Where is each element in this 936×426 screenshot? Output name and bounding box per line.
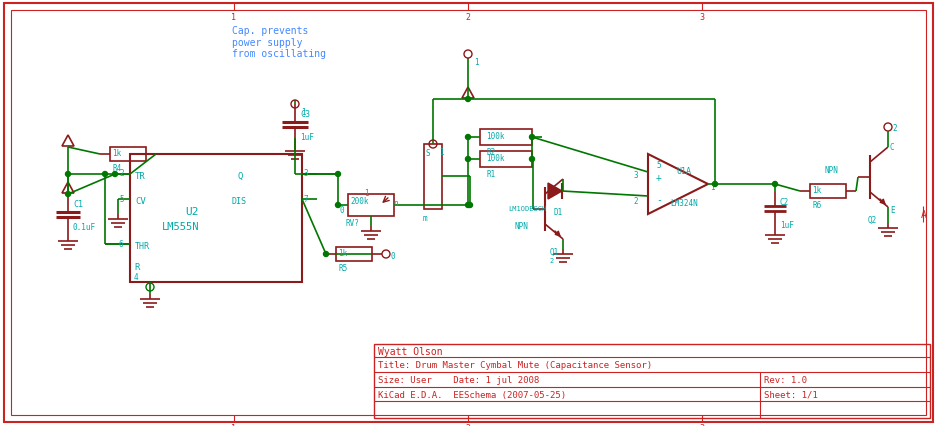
Text: A: A: [920, 210, 926, 219]
Text: 1: 1: [231, 423, 236, 426]
Text: Title: Drum Master Cymbal Mute (Capacitance Sensor): Title: Drum Master Cymbal Mute (Capacita…: [377, 360, 651, 369]
Text: 0: 0: [340, 205, 344, 215]
Circle shape: [529, 157, 534, 162]
Bar: [424, 145, 442, 210]
Text: LM555N: LM555N: [162, 222, 199, 231]
Circle shape: [66, 172, 70, 177]
Text: NPN: NPN: [515, 222, 528, 230]
Text: 3: 3: [699, 423, 704, 426]
Circle shape: [102, 172, 108, 177]
Text: Cap. prevents
power supply
from oscillating: Cap. prevents power supply from oscillat…: [232, 26, 326, 59]
Text: 100k: 100k: [486, 154, 504, 163]
Text: Q: Q: [238, 172, 243, 181]
Text: 100k: 100k: [486, 132, 504, 141]
Text: 1: 1: [709, 183, 714, 192]
Text: 1: 1: [363, 189, 368, 198]
Text: R1: R1: [487, 170, 496, 178]
Text: Rev: 1.0: Rev: 1.0: [763, 375, 806, 384]
Text: 3: 3: [303, 169, 308, 178]
Text: 3: 3: [699, 13, 704, 22]
Text: 4: 4: [134, 272, 139, 281]
Text: 1: 1: [231, 13, 236, 22]
Circle shape: [465, 203, 470, 208]
Text: 1: 1: [300, 108, 305, 117]
Text: 200k: 200k: [350, 196, 368, 205]
Text: TR: TR: [135, 172, 146, 181]
Bar: [347, 195, 393, 216]
Text: 6: 6: [119, 239, 124, 248]
Circle shape: [467, 203, 472, 208]
Text: 1uF: 1uF: [300, 132, 314, 142]
Circle shape: [335, 203, 340, 208]
Text: CV: CV: [135, 196, 146, 205]
Circle shape: [711, 182, 717, 187]
Bar: [479, 130, 532, 146]
Circle shape: [323, 252, 329, 257]
Text: 1: 1: [474, 58, 478, 67]
Text: U1A: U1A: [675, 167, 690, 176]
Circle shape: [529, 135, 534, 140]
Text: Q2: Q2: [867, 216, 876, 225]
Text: 1uF: 1uF: [779, 221, 793, 230]
Text: Q1: Q1: [549, 248, 559, 256]
Text: 1: 1: [439, 148, 443, 157]
Text: RV?: RV?: [345, 219, 359, 227]
Text: R5: R5: [339, 263, 348, 272]
Text: R6: R6: [812, 201, 822, 210]
Text: D1: D1: [553, 207, 563, 216]
Circle shape: [112, 172, 117, 177]
Text: E: E: [889, 205, 894, 215]
Circle shape: [335, 172, 340, 177]
Text: 5: 5: [655, 161, 660, 170]
Text: 2: 2: [119, 169, 124, 178]
Text: +: +: [655, 173, 661, 183]
Text: 2: 2: [891, 124, 896, 132]
Text: 1k: 1k: [812, 186, 820, 195]
Text: 0.1uF: 0.1uF: [73, 222, 96, 231]
Circle shape: [771, 182, 777, 187]
Text: NPN: NPN: [824, 166, 838, 175]
Circle shape: [66, 192, 70, 197]
Text: Wyatt Olson: Wyatt Olson: [377, 346, 442, 356]
Text: C1: C1: [73, 199, 83, 208]
Polygon shape: [548, 184, 562, 199]
Bar: [110, 148, 146, 161]
Text: 0: 0: [390, 251, 395, 260]
Bar: [809, 184, 845, 199]
Text: m: m: [422, 213, 427, 222]
Bar: [336, 248, 372, 262]
Text: U2: U2: [184, 207, 198, 216]
Text: 2: 2: [633, 196, 637, 205]
Circle shape: [465, 135, 470, 140]
Text: 1k: 1k: [338, 248, 347, 257]
Text: 1k: 1k: [112, 149, 121, 158]
Circle shape: [465, 97, 470, 102]
Text: 3: 3: [633, 170, 637, 180]
Text: -: -: [655, 195, 661, 204]
Text: R2: R2: [487, 148, 496, 157]
Text: 5: 5: [119, 195, 124, 204]
Text: n: n: [392, 199, 397, 207]
Text: LM324N: LM324N: [669, 199, 697, 207]
Text: LM1ODESCH: LM1ODESCH: [507, 205, 546, 211]
Text: 2: 2: [465, 423, 470, 426]
Text: R: R: [134, 262, 139, 271]
Bar: [479, 152, 532, 167]
Bar: [373, 344, 929, 418]
Text: C2: C2: [779, 198, 788, 207]
Circle shape: [465, 157, 470, 162]
Text: C: C: [889, 143, 894, 152]
Text: 2: 2: [465, 13, 470, 22]
Bar: [130, 155, 301, 282]
Text: 2: 2: [548, 257, 552, 263]
Text: THR: THR: [135, 242, 150, 250]
Text: C3: C3: [300, 110, 310, 119]
Text: KiCad E.D.A.  EESchema (2007-05-25): KiCad E.D.A. EESchema (2007-05-25): [377, 390, 565, 399]
Text: Sheet: 1/1: Sheet: 1/1: [763, 390, 817, 399]
Text: DIS: DIS: [232, 196, 247, 205]
Text: Size: User    Date: 1 jul 2008: Size: User Date: 1 jul 2008: [377, 375, 539, 384]
Text: R4: R4: [113, 164, 122, 173]
Text: 7: 7: [303, 195, 308, 204]
Text: S: S: [426, 149, 431, 158]
